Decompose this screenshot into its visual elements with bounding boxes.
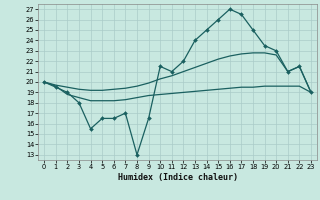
X-axis label: Humidex (Indice chaleur): Humidex (Indice chaleur) bbox=[118, 173, 238, 182]
